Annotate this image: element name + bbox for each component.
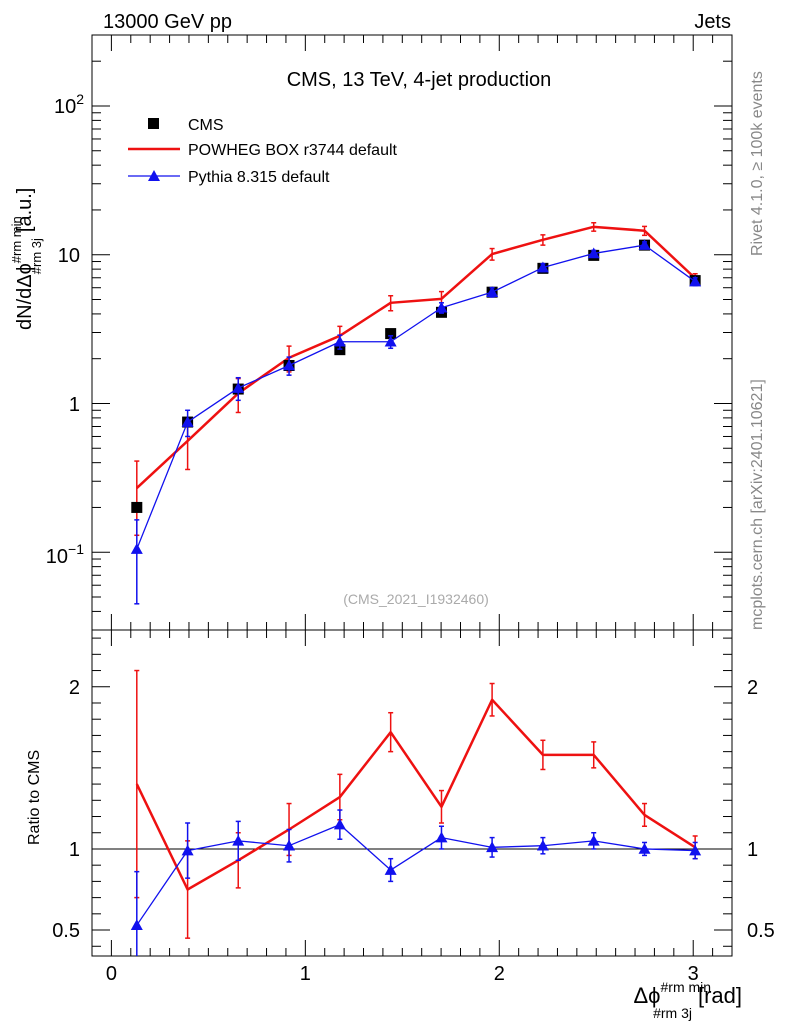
ratio-y-tick-label-right-1: 1	[747, 839, 758, 861]
ratio-point-pythia	[435, 831, 448, 843]
y-tick-label-1: 1	[69, 394, 80, 416]
main-point-pythia	[283, 359, 296, 371]
ratio-point-pythia	[638, 842, 651, 854]
main-plot-marks	[130, 222, 702, 605]
main-point-pythia	[689, 275, 702, 287]
ratio-point-pythia	[181, 844, 194, 856]
ratio-line-pythia	[136, 823, 696, 926]
ratio-plot-marks	[130, 669, 702, 956]
main-point-pythia	[333, 335, 346, 347]
main-point-pythia	[536, 261, 549, 273]
ratio-plot-frame	[91, 629, 733, 957]
ratio-point-pythia	[384, 864, 397, 875]
main-line-pythia	[136, 244, 696, 550]
legend: CMS POWHEG BOX r3744 default Pythia 8.31…	[128, 117, 398, 186]
main-point-pythia	[181, 416, 194, 427]
main-y-axis-label: dN/dΔϕ#rm min #rm 3j[a.u.]	[9, 188, 44, 330]
main-point-pythia	[384, 335, 397, 347]
legend-label-cms: CMS	[188, 117, 224, 134]
y-tick-label-0.1: 10−1	[46, 541, 84, 568]
analysis-watermark: (CMS_2021_I1932460)	[343, 591, 489, 607]
ratio-y-tick-label-right-0.5: 0.5	[747, 920, 775, 942]
main-point-pythia	[435, 301, 448, 313]
ratio-point-pythia	[130, 919, 143, 930]
main-point-pythia	[587, 247, 600, 259]
ratio-point-pythia	[486, 841, 499, 853]
x-tick-label-1: 1	[300, 963, 311, 985]
rivet-version-label: Rivet 4.1.0, ≥ 100k events	[749, 71, 766, 256]
legend-label-pythia: Pythia 8.315 default	[188, 169, 330, 186]
legend-marker-cms	[148, 118, 159, 129]
main-point-pythia	[232, 382, 245, 393]
ratio-point-pythia	[333, 818, 346, 830]
ratio-point-pythia	[689, 844, 702, 856]
header-energy-label: 13000 GeV pp	[103, 11, 232, 33]
x-tick-label-3: 3	[688, 963, 699, 985]
main-point-pythia	[638, 239, 651, 250]
ratio-y-tick-label-0.5: 0.5	[52, 920, 80, 942]
legend-label-powheg: POWHEG BOX r3744 default	[188, 142, 398, 159]
main-point-cms	[385, 328, 397, 340]
ratio-point-pythia	[232, 834, 245, 846]
ratio-y-tick-label-right-2: 2	[747, 677, 758, 699]
ratio-point-pythia	[587, 834, 600, 846]
main-point-pythia	[130, 543, 143, 554]
ratio-point-pythia	[283, 839, 296, 851]
x-axis-label: Δϕ#rm min #rm 3j[rad]	[633, 979, 742, 1021]
main-chart-title: CMS, 13 TeV, 4-jet production	[287, 69, 552, 91]
y-tick-label-10: 10	[58, 245, 80, 267]
mcplots-reference-label: mcplots.cern.ch [arXiv:2401.10621]	[749, 379, 766, 630]
ratio-y-axis-label: Ratio to CMS	[26, 750, 43, 845]
x-tick-label-2: 2	[494, 963, 505, 985]
ratio-y-tick-label-1: 1	[69, 839, 80, 861]
x-tick-label-0: 0	[106, 963, 117, 985]
y-tick-label-100: 102	[54, 91, 84, 118]
ratio-y-tick-label-2: 2	[69, 677, 80, 699]
main-axis-ticks	[92, 34, 733, 631]
header-category-label: Jets	[694, 11, 731, 33]
main-line-powheg	[135, 225, 697, 489]
legend-marker-pythia	[148, 170, 160, 181]
ratio-point-pythia	[536, 839, 549, 851]
ratio-line-powheg	[135, 698, 696, 891]
main-point-pythia	[486, 286, 499, 297]
main-point-cms	[131, 501, 143, 513]
